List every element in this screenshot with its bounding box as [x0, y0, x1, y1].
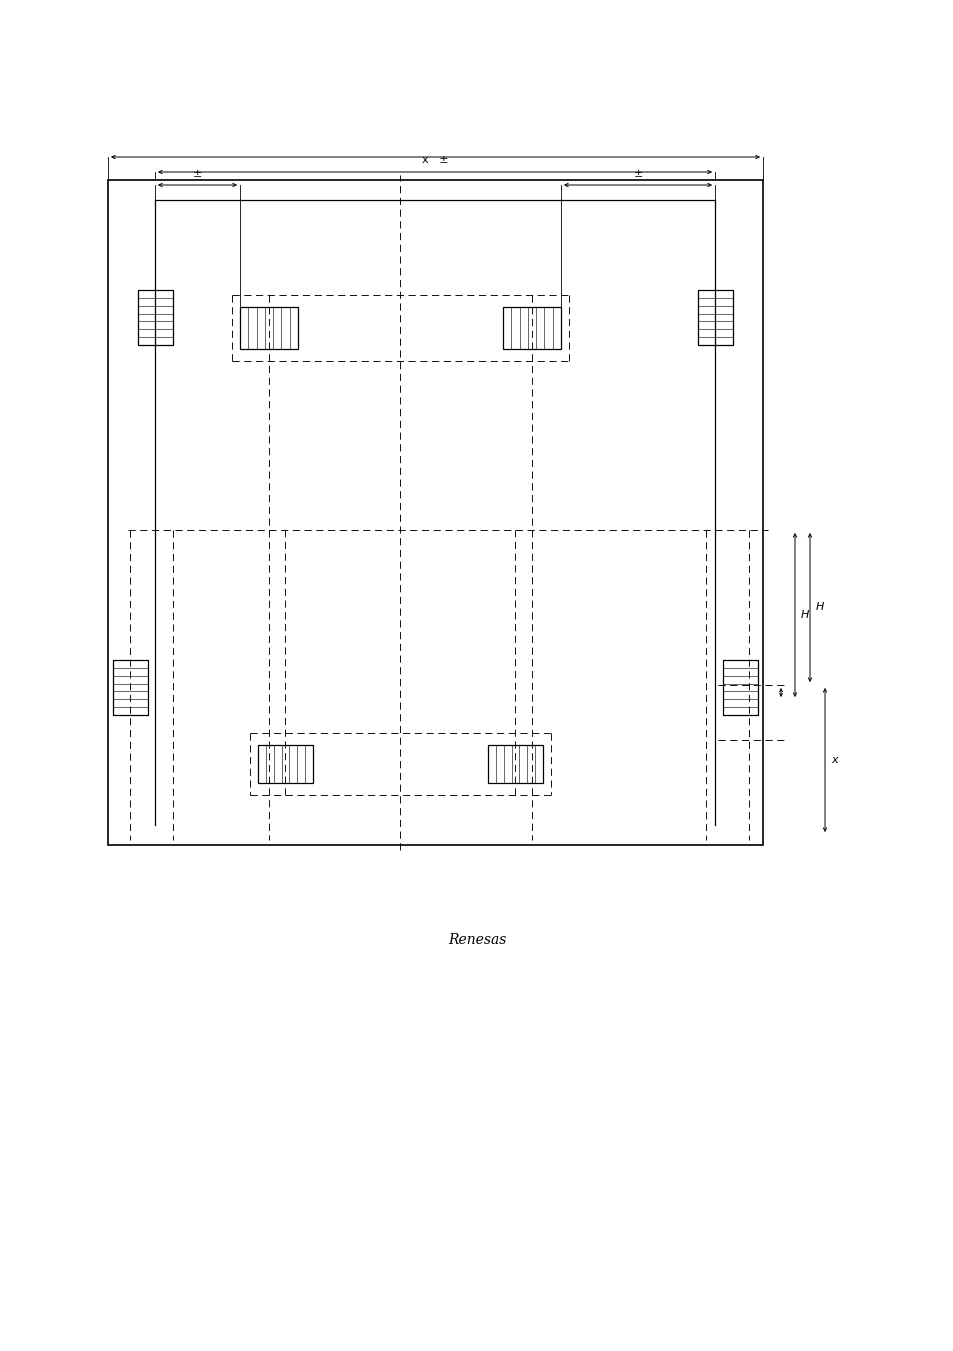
Bar	[722, 661, 758, 715]
Bar	[502, 307, 560, 349]
Bar	[138, 290, 172, 345]
Bar	[108, 180, 762, 844]
Text: H: H	[801, 611, 808, 620]
Bar	[240, 307, 297, 349]
Bar	[257, 744, 313, 784]
Text: x: x	[830, 755, 837, 765]
Text: Renesas: Renesas	[447, 934, 506, 947]
Text: ±: ±	[633, 169, 642, 178]
Text: H: H	[815, 603, 823, 612]
Text: ±: ±	[193, 169, 202, 178]
Text: x   ±: x ±	[421, 155, 448, 165]
Bar	[488, 744, 542, 784]
Bar	[112, 661, 148, 715]
Bar	[698, 290, 732, 345]
